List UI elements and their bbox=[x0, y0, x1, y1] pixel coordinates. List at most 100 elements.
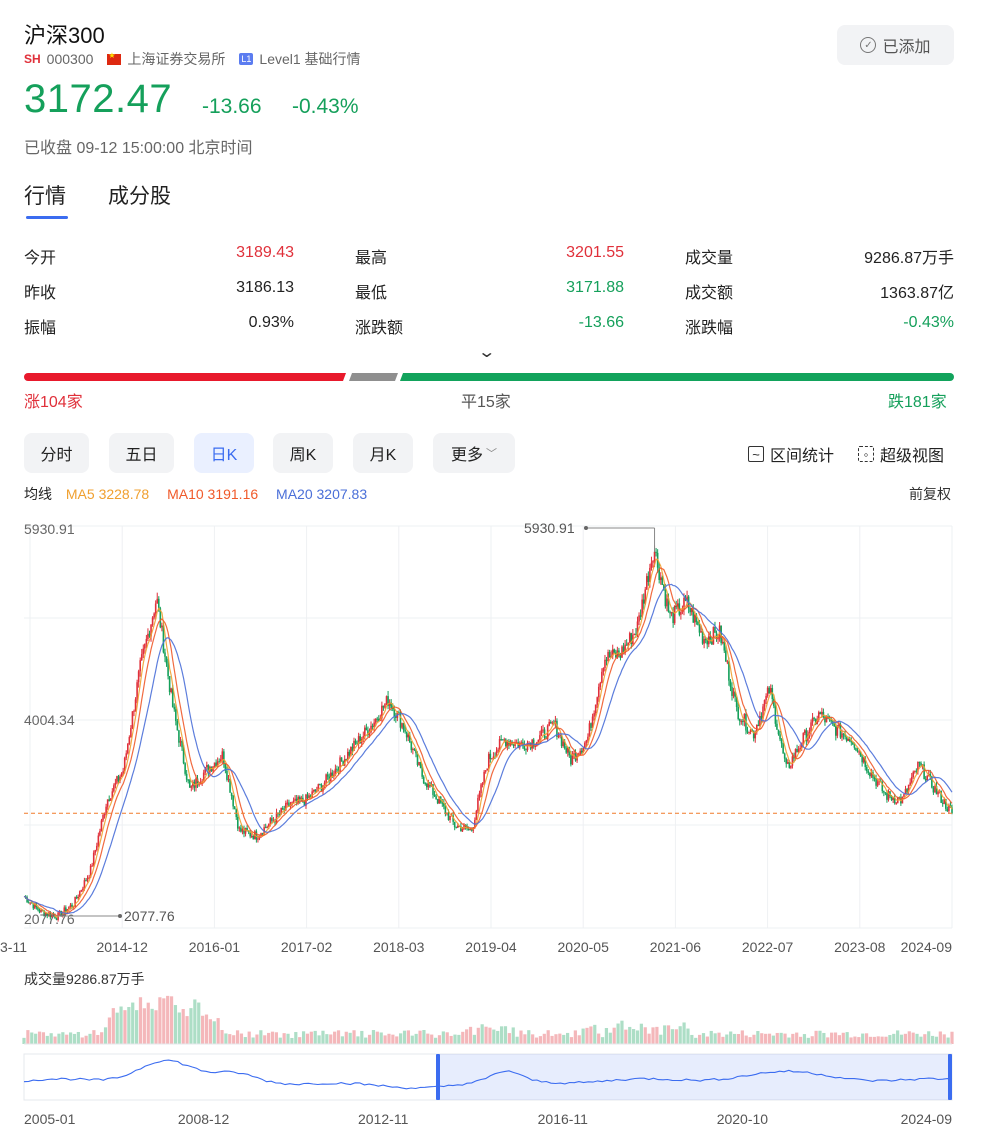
overview-x-label: 2012-11 bbox=[358, 1111, 409, 1127]
candle-body bbox=[638, 615, 640, 622]
candle-body bbox=[404, 729, 406, 732]
stat-label: 涨跌额 bbox=[355, 320, 404, 337]
candle-body bbox=[729, 680, 732, 687]
candle-body bbox=[841, 733, 843, 738]
super-view-button[interactable]: ◦ 超级视图 bbox=[858, 442, 944, 466]
candle-body bbox=[890, 796, 893, 800]
volume-bar bbox=[321, 1030, 325, 1044]
candle-body bbox=[870, 772, 873, 777]
super-view-label: 超级视图 bbox=[880, 448, 945, 465]
volume-bar bbox=[426, 1033, 430, 1044]
candle-body bbox=[432, 784, 434, 795]
candle-body bbox=[746, 730, 749, 733]
candle-body bbox=[591, 716, 594, 728]
candle-body bbox=[768, 687, 770, 694]
candle-body bbox=[794, 749, 797, 759]
candle-body bbox=[385, 696, 388, 704]
tab-constituents[interactable]: 成分股 bbox=[108, 185, 171, 208]
period-5day-button[interactable]: 五日 bbox=[109, 433, 174, 473]
volume-bar bbox=[92, 1030, 96, 1044]
volume-bar bbox=[911, 1032, 915, 1044]
candle-body bbox=[176, 721, 179, 731]
volume-bar bbox=[88, 1033, 92, 1044]
period-intraday-button[interactable]: 分时 bbox=[24, 433, 89, 473]
volume-bar bbox=[371, 1030, 376, 1044]
candle-body bbox=[26, 897, 28, 903]
min-label: 2077.76 bbox=[124, 908, 175, 924]
candle-body bbox=[467, 829, 470, 831]
added-watchlist-button[interactable]: ✓ 已添加 bbox=[837, 25, 954, 65]
candle-body bbox=[520, 742, 523, 744]
candle-body bbox=[390, 702, 392, 709]
candle-body bbox=[71, 904, 73, 907]
candle-body bbox=[539, 735, 541, 740]
candle-body bbox=[377, 718, 380, 721]
candle-body bbox=[111, 791, 114, 799]
candle-body bbox=[261, 833, 264, 835]
breadth-flat-label: 平15家 bbox=[461, 394, 511, 411]
volume-bar bbox=[775, 1032, 779, 1044]
candle-body bbox=[689, 608, 691, 613]
kline-chart[interactable]: 5930.91 4004.34 2077.76 5930.91 2077.76 3-1… bbox=[0, 508, 986, 1134]
volume-bar bbox=[430, 1034, 434, 1044]
candle-body bbox=[667, 598, 670, 612]
stat-high: 3201.55 bbox=[566, 244, 624, 261]
stat-open: 3189.43 bbox=[236, 244, 294, 261]
period-weekly-button[interactable]: 周K bbox=[273, 433, 333, 473]
volume-bar bbox=[119, 1006, 123, 1044]
volume-bar bbox=[65, 1034, 69, 1044]
volume-bar bbox=[309, 1031, 313, 1044]
candle-body bbox=[481, 783, 484, 785]
candle-body bbox=[227, 779, 230, 781]
candle-body bbox=[362, 736, 365, 740]
range-stats-button[interactable]: ~ 区间统计 bbox=[748, 442, 834, 466]
candle-body bbox=[943, 798, 946, 804]
exchange-name: 上海证券交易所 bbox=[127, 51, 226, 67]
volume-bar bbox=[523, 1034, 527, 1044]
candle-body bbox=[814, 718, 817, 725]
volume-bar bbox=[414, 1033, 418, 1044]
volume-bar bbox=[476, 1027, 480, 1044]
expand-chevron-icon[interactable]: ⌄ bbox=[477, 344, 497, 361]
volume-bar bbox=[814, 1030, 818, 1044]
volume-bar bbox=[169, 996, 174, 1044]
stat-label: 今开 bbox=[24, 250, 57, 267]
ma20-line bbox=[23, 583, 953, 915]
period-monthly-button[interactable]: 月K bbox=[353, 433, 413, 473]
candle-body bbox=[734, 691, 736, 697]
candle-body bbox=[776, 723, 778, 730]
candle-body bbox=[934, 786, 936, 793]
candle-body bbox=[540, 729, 543, 736]
stat-label: 振幅 bbox=[24, 320, 57, 337]
tab-quote[interactable]: 行情 bbox=[24, 185, 66, 208]
candle-body bbox=[904, 788, 907, 795]
volume-bar bbox=[876, 1036, 880, 1044]
volume-bar bbox=[779, 1032, 783, 1044]
candle-body bbox=[252, 835, 255, 840]
candle-body bbox=[769, 688, 772, 694]
volume-bar bbox=[694, 1037, 698, 1044]
period-daily-button[interactable]: 日K bbox=[194, 433, 254, 473]
candle-body bbox=[824, 717, 826, 723]
candle-body bbox=[597, 686, 600, 698]
candle-body bbox=[931, 776, 933, 788]
volume-bar bbox=[150, 1008, 154, 1044]
candle-body bbox=[99, 831, 101, 836]
candle-body bbox=[144, 643, 146, 649]
candle-body bbox=[489, 753, 492, 760]
volume-bar bbox=[946, 1037, 950, 1044]
price-adjust-mode[interactable]: 前复权 bbox=[909, 486, 951, 502]
period-more-dropdown[interactable]: 更多 ﹀ bbox=[433, 433, 515, 473]
candle-body bbox=[198, 784, 200, 786]
candle-body bbox=[55, 918, 58, 920]
candle-body bbox=[68, 906, 70, 910]
volume-bar bbox=[515, 1036, 519, 1044]
volume-bar bbox=[837, 1035, 841, 1044]
candle-body bbox=[185, 773, 188, 780]
volume-bar bbox=[127, 1007, 131, 1044]
volume-bar bbox=[406, 1030, 411, 1044]
volume-bar bbox=[888, 1035, 892, 1044]
candle-body bbox=[51, 914, 53, 918]
volume-bar bbox=[68, 1032, 73, 1044]
candle-body bbox=[204, 766, 207, 773]
